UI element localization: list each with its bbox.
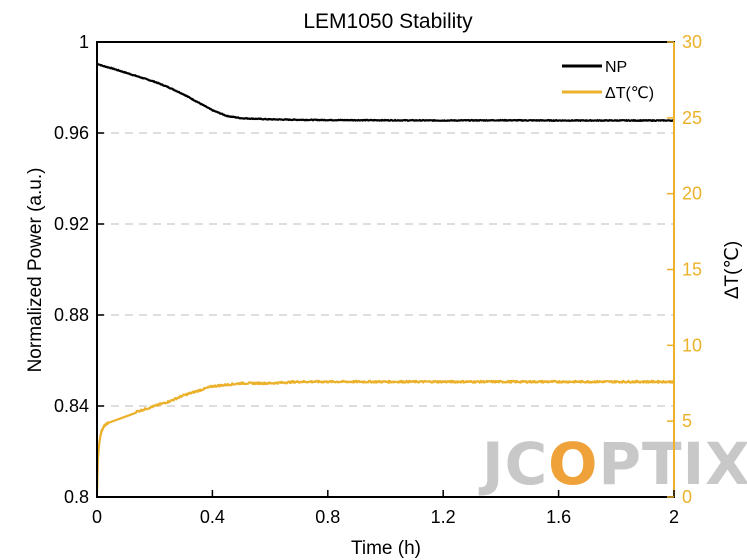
grid-lines	[97, 132, 674, 407]
x-tick-label: 1.6	[546, 507, 571, 527]
y-tick-label: 1	[79, 32, 89, 52]
y-tick-label: 0.96	[54, 123, 89, 143]
plot-frame	[96, 41, 675, 498]
series-line-np	[96, 62, 675, 122]
y2-axis-label: ΔT(℃)	[722, 241, 743, 299]
y2-tick-label: 15	[682, 260, 702, 280]
y2-tick-label: 10	[682, 335, 702, 355]
y-tick-label: 0.8	[64, 487, 89, 507]
y-axis-ticks: 0.8 0.84 0.88 0.92 0.96 1	[54, 32, 104, 507]
legend-label-dt: ΔT(℃)	[605, 85, 654, 102]
legend-label-np: NP	[605, 59, 627, 76]
series-lines	[95, 62, 675, 494]
y2-tick-label: 25	[682, 108, 702, 128]
y-tick-label: 0.92	[54, 214, 89, 234]
chart-title: LEM1050 Stability	[303, 10, 473, 33]
y2-tick-label: 30	[682, 32, 702, 52]
x-axis-ticks: 0 0.4 0.8 1.2 1.6 2	[92, 490, 679, 527]
watermark-text: JCOPTIX	[478, 430, 747, 498]
y-tick-label: 0.88	[54, 305, 89, 325]
x-tick-label: 2	[669, 507, 679, 527]
x-tick-label: 1.2	[431, 507, 456, 527]
y2-axis-ticks: 0 5 10 15 20 25 30	[667, 32, 702, 507]
x-tick-label: 0.8	[315, 507, 340, 527]
y2-tick-label: 0	[682, 487, 692, 507]
y2-tick-label: 20	[682, 184, 702, 204]
y2-tick-label: 5	[682, 411, 692, 431]
x-axis-label: Time (h)	[351, 538, 421, 559]
watermark-logo: JCOPTIX	[478, 430, 747, 498]
x-tick-label: 0.4	[200, 507, 225, 527]
y-tick-label: 0.84	[54, 396, 89, 416]
series-line-delta-t	[95, 379, 675, 494]
legend-box	[555, 52, 665, 104]
x-tick-label: 0	[92, 507, 102, 527]
legend: NP ΔT(℃)	[555, 52, 665, 104]
y-axis-label: Normalized Power (a.u.)	[25, 168, 46, 373]
